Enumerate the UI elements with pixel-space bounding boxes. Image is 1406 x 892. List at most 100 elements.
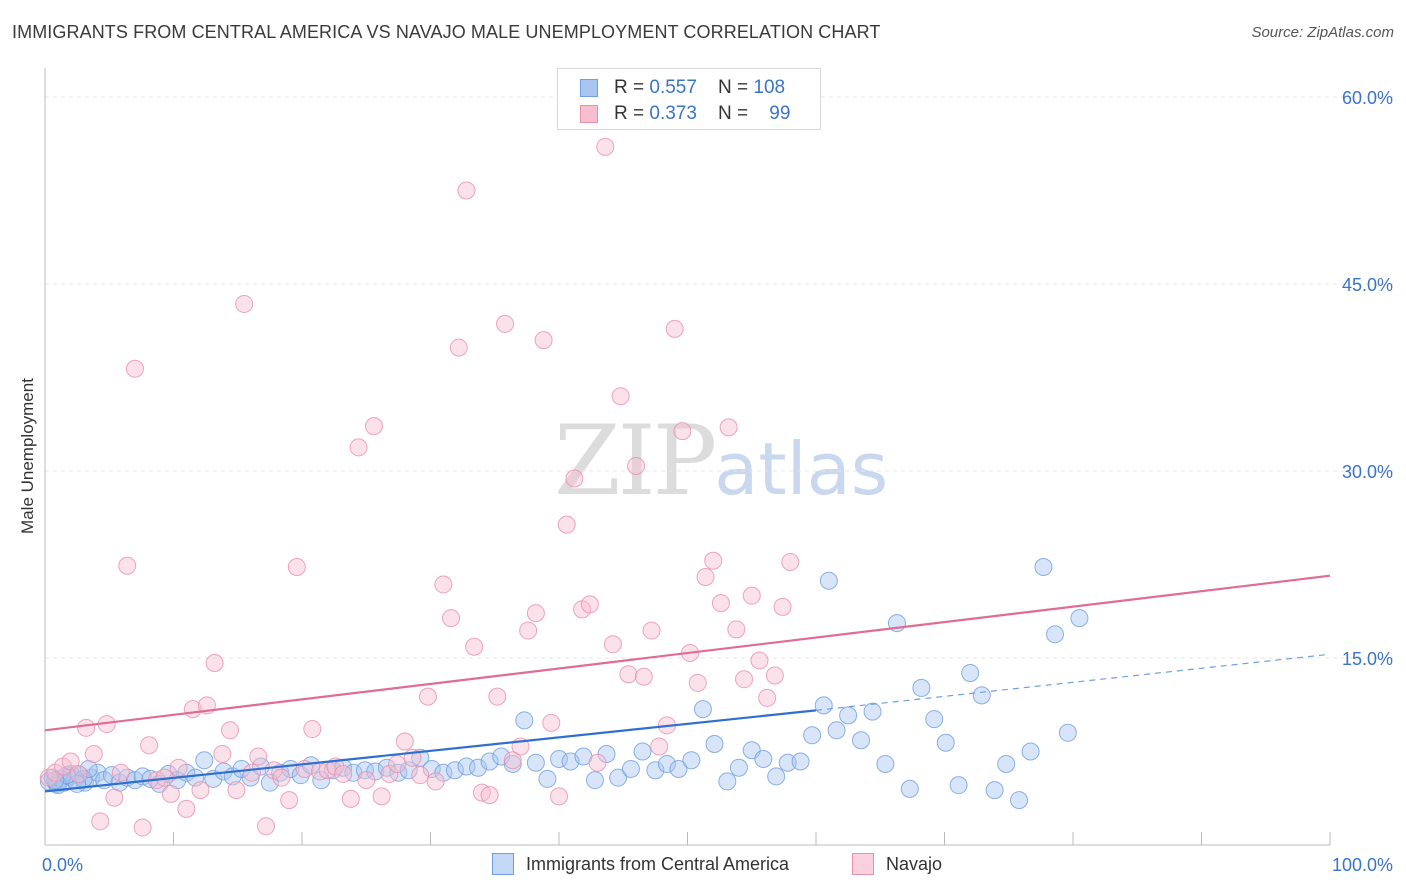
point-navajo: [357, 771, 376, 790]
bottom-legend-label-central-america: Immigrants from Central America: [526, 854, 790, 874]
point-navajo: [580, 595, 599, 614]
point-navajo: [434, 575, 453, 594]
point-central-america: [791, 752, 810, 771]
point-navajo: [69, 764, 88, 783]
point-central-america: [195, 751, 214, 770]
point-navajo: [773, 597, 792, 616]
watermark-zip: ZIP: [554, 405, 717, 517]
point-central-america: [480, 752, 499, 771]
point-central-america: [1058, 723, 1077, 742]
point-navajo: [118, 556, 137, 575]
point-central-america: [900, 779, 919, 798]
point-navajo: [634, 667, 653, 686]
point-navajo: [550, 787, 568, 806]
legend: R = 0.557 N = 108 R = 0.373 N = 99: [557, 68, 821, 130]
point-central-america: [705, 735, 724, 754]
point-navajo: [750, 651, 769, 670]
point-navajo: [105, 788, 124, 807]
point-navajo: [280, 791, 299, 810]
point-navajo: [111, 763, 130, 782]
point-central-america: [1046, 625, 1065, 644]
point-central-america: [469, 758, 488, 777]
point-navajo: [665, 319, 684, 338]
trendline-central-america: [44, 709, 817, 793]
point-central-america: [538, 769, 557, 788]
point-central-america: [997, 754, 1016, 773]
chart-title: IMMIGRANTS FROM CENTRAL AMERICA VS NAVAJ…: [12, 22, 881, 42]
point-central-america: [457, 757, 476, 776]
watermark-atlas: atlas: [714, 427, 889, 511]
point-navajo: [125, 359, 144, 378]
point-navajo: [673, 422, 692, 441]
point-navajo: [704, 551, 723, 570]
point-navajo: [449, 338, 468, 357]
point-navajo: [169, 758, 188, 777]
point-central-america: [633, 742, 652, 761]
point-navajo: [133, 818, 152, 837]
point-navajo: [735, 670, 754, 689]
point-navajo: [380, 764, 399, 783]
point-navajo: [642, 621, 661, 640]
point-central-america: [819, 571, 838, 590]
point-navajo: [480, 786, 499, 805]
point-navajo: [303, 720, 322, 739]
point-navajo: [84, 744, 103, 763]
point-navajo: [611, 387, 630, 406]
point-central-america: [851, 731, 870, 750]
point-central-america: [503, 754, 522, 773]
point-navajo: [213, 744, 232, 763]
point-navajo: [765, 666, 784, 685]
point-navajo: [227, 781, 246, 800]
point-central-america: [1021, 742, 1040, 761]
point-navajo: [534, 331, 553, 350]
point-navajo: [603, 635, 622, 654]
point-central-america: [657, 754, 676, 773]
point-navajo: [588, 753, 607, 772]
y-tick-label: 60.0%: [1342, 88, 1393, 108]
point-navajo: [235, 294, 254, 313]
legend-r-label: R =: [614, 77, 650, 98]
point-central-america: [1010, 791, 1029, 810]
point-navajo: [242, 763, 261, 782]
point-navajo: [503, 751, 522, 770]
legend-swatch-navajo: [580, 105, 598, 123]
point-central-america: [550, 749, 568, 768]
y-tick-label: 30.0%: [1342, 462, 1393, 482]
point-navajo: [727, 620, 746, 639]
legend-swatch-central-america: [580, 79, 598, 97]
bottom-legend-swatch-central-america: [492, 853, 514, 875]
x-tick-label: 100.0%: [1332, 855, 1393, 875]
point-navajo: [442, 609, 461, 628]
source-credit: Source: ZipAtlas.com: [1251, 24, 1394, 41]
point-central-america: [827, 721, 846, 740]
bottom-legend-label-navajo: Navajo: [886, 854, 943, 874]
point-navajo: [364, 417, 383, 436]
point-navajo: [650, 737, 669, 756]
legend-n-label: N =: [718, 103, 754, 124]
legend-r-label: R =: [614, 103, 650, 124]
point-central-america: [912, 678, 931, 697]
point-navajo: [711, 594, 730, 613]
point-central-america: [985, 781, 1004, 800]
point-central-america: [925, 710, 944, 729]
trendline-navajo: [44, 574, 1331, 732]
watermark: ZIPatlas: [554, 405, 888, 517]
point-navajo: [758, 688, 777, 707]
point-navajo: [349, 438, 368, 457]
point-central-america: [729, 758, 748, 777]
point-central-america: [57, 766, 76, 785]
point-central-america: [972, 686, 991, 705]
point-central-america: [515, 711, 534, 730]
point-central-america: [445, 761, 464, 780]
point-central-america: [839, 706, 858, 725]
point-central-america: [936, 733, 955, 752]
point-navajo: [542, 713, 561, 732]
point-central-america: [876, 754, 895, 773]
point-navajo: [465, 637, 484, 656]
point-central-america: [682, 751, 701, 770]
point-navajo: [596, 137, 615, 156]
point-navajo: [688, 673, 707, 692]
point-navajo: [565, 469, 584, 488]
point-central-america: [814, 696, 833, 715]
